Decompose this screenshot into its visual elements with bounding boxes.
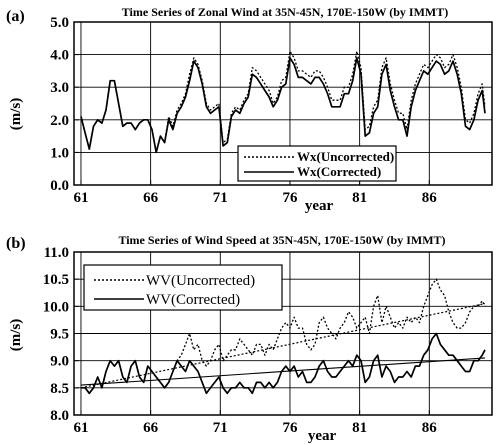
panel-b-grid [74,252,492,415]
y-tick-label: 4.0 [50,48,69,64]
panel-a-series [80,50,486,154]
legend-label-wx-uncorrected: Wx(Uncorrected) [297,149,394,164]
y-tick-label: 5.0 [50,15,69,31]
trend-line-corrected [80,357,486,386]
panel-a-legend-box [237,145,397,182]
series-line-corrected [80,57,486,154]
x-tick-label: 66 [143,190,159,206]
x-tick-label: 61 [73,190,88,206]
x-tick-label: 66 [143,420,159,436]
x-tick-label: 76 [282,420,298,436]
y-tick-label: 0.0 [50,178,69,194]
y-tick-label: 3.0 [50,80,69,96]
x-tick-label: 81 [352,190,367,206]
y-tick-label: 8.0 [50,408,69,424]
y-tick-label: 10.5 [43,272,69,288]
x-tick-label: 61 [73,420,88,436]
panel-b-ticks: 8.0 8.5 9.0 9.5 10.0 10.5 11.0 61 66 71 76 81 86 [43,245,438,436]
panel-a-title: Time Series of Zonal Wind at 35N-45N, 17… [122,5,448,19]
panel-a: (a) Time Series of Zonal Wind at 35N-45N… [6,5,493,214]
y-tick-label: 2.0 [50,113,69,129]
x-tick-label: 71 [213,420,228,436]
panel-b-title: Time Series of Wind Speed at 35N-45N, 17… [118,233,445,247]
panel-b-legend: WV(Uncorrected) WV(Corrected) [83,264,283,311]
panel-b-xlabel: year [308,428,337,444]
panel-b-label: (b) [6,235,26,252]
panel-b-series [80,278,486,395]
panel-a-ticks: 0.0 1.0 2.0 3.0 4.0 5.0 61 66 71 76 81 86 [50,15,437,206]
x-tick-label: 86 [422,420,438,436]
series-line-uncorrected [80,50,486,154]
x-tick-label: 71 [213,190,228,206]
panel-b: (b) Time Series of Wind Speed at 35N-45N… [6,233,493,444]
legend-label-wx-corrected: Wx(Corrected) [297,164,381,179]
x-tick-label: 76 [282,190,298,206]
panel-b-legend-box [83,264,283,311]
trend-line-uncorrected [80,303,486,389]
legend-label-wv-uncorrected: WV(Uncorrected) [146,273,255,289]
series-line-corrected [81,332,486,395]
panel-a-ylabel: (m/s) [8,98,24,131]
y-tick-label: 9.0 [50,354,69,370]
x-tick-label: 86 [422,190,438,206]
y-tick-label: 11.0 [44,245,69,261]
panel-a-legend: Wx(Uncorrected) Wx(Corrected) [237,145,397,182]
panel-b-ylabel: (m/s) [8,319,24,352]
x-tick-label: 81 [352,420,367,436]
panel-a-xlabel: year [305,198,334,214]
y-tick-label: 10.0 [43,299,69,315]
panel-a-label: (a) [6,8,25,25]
legend-label-wv-corrected: WV(Corrected) [146,292,240,308]
y-tick-label: 9.5 [50,327,69,343]
y-tick-label: 1.0 [50,145,69,161]
panel-a-plot-frame [73,21,493,186]
y-tick-label: 8.5 [50,381,69,397]
